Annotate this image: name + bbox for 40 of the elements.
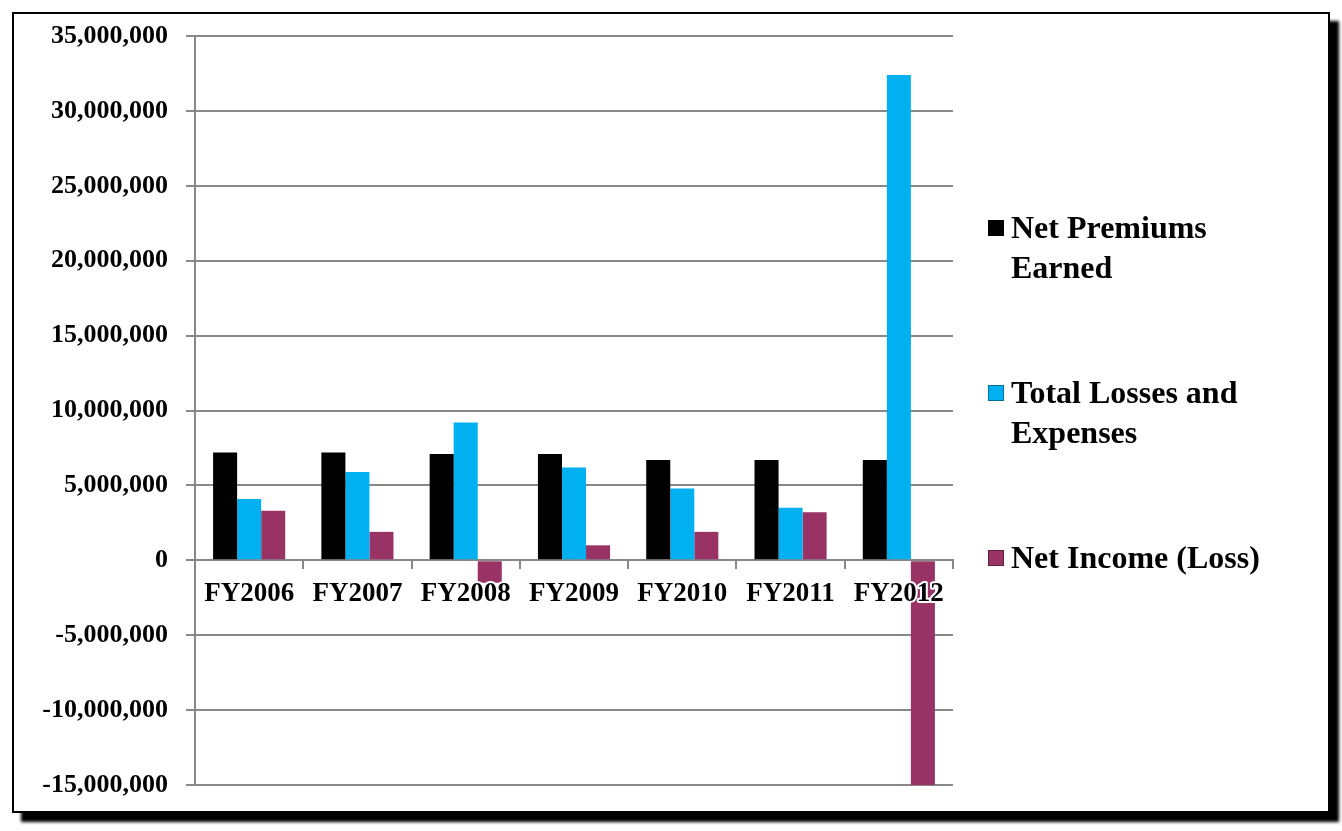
legend-label: Total Losses and Expenses (1011, 373, 1239, 452)
x-tick-label: FY2006 (204, 576, 295, 607)
bar (261, 510, 286, 560)
y-tick-label: 35,000,000 (51, 19, 168, 49)
bar (802, 512, 827, 560)
y-tick-label: 25,000,000 (51, 169, 168, 199)
bar (213, 452, 238, 560)
bar (477, 561, 502, 583)
y-tick-label: 0 (155, 544, 168, 574)
bar (646, 459, 671, 560)
bar (429, 453, 454, 560)
bar (369, 531, 394, 560)
bar (237, 498, 262, 560)
bar (694, 531, 719, 560)
bar (561, 467, 587, 560)
y-tick-label: 15,000,000 (51, 319, 168, 349)
bar (345, 471, 370, 560)
bar (586, 545, 611, 560)
legend-label: Net Income (Loss) (1011, 538, 1261, 577)
y-tick-label: -5,000,000 (55, 618, 168, 648)
y-tick-label: 30,000,000 (51, 94, 168, 124)
legend-label: Net Premiums Earned (1011, 208, 1208, 287)
bar (886, 74, 911, 560)
x-tick-label: FY2007 (312, 576, 403, 607)
bar (778, 507, 803, 560)
y-tick-label: -10,000,000 (42, 693, 168, 723)
x-tick-label: FY2009 (529, 576, 619, 607)
bar (453, 422, 478, 560)
y-tick-label: -15,000,000 (42, 768, 168, 798)
y-tick-label: 5,000,000 (64, 469, 168, 499)
bar (321, 452, 346, 560)
x-tick-label: FY2011 (746, 576, 835, 607)
y-tick-label: 20,000,000 (51, 244, 168, 274)
bar (670, 488, 695, 560)
y-tick-label: 10,000,000 (51, 394, 168, 424)
bar (754, 459, 779, 560)
bar (862, 459, 887, 560)
x-tick-label: FY2008 (420, 576, 511, 607)
x-tick-label: FY2010 (637, 576, 728, 607)
bar (537, 453, 562, 560)
